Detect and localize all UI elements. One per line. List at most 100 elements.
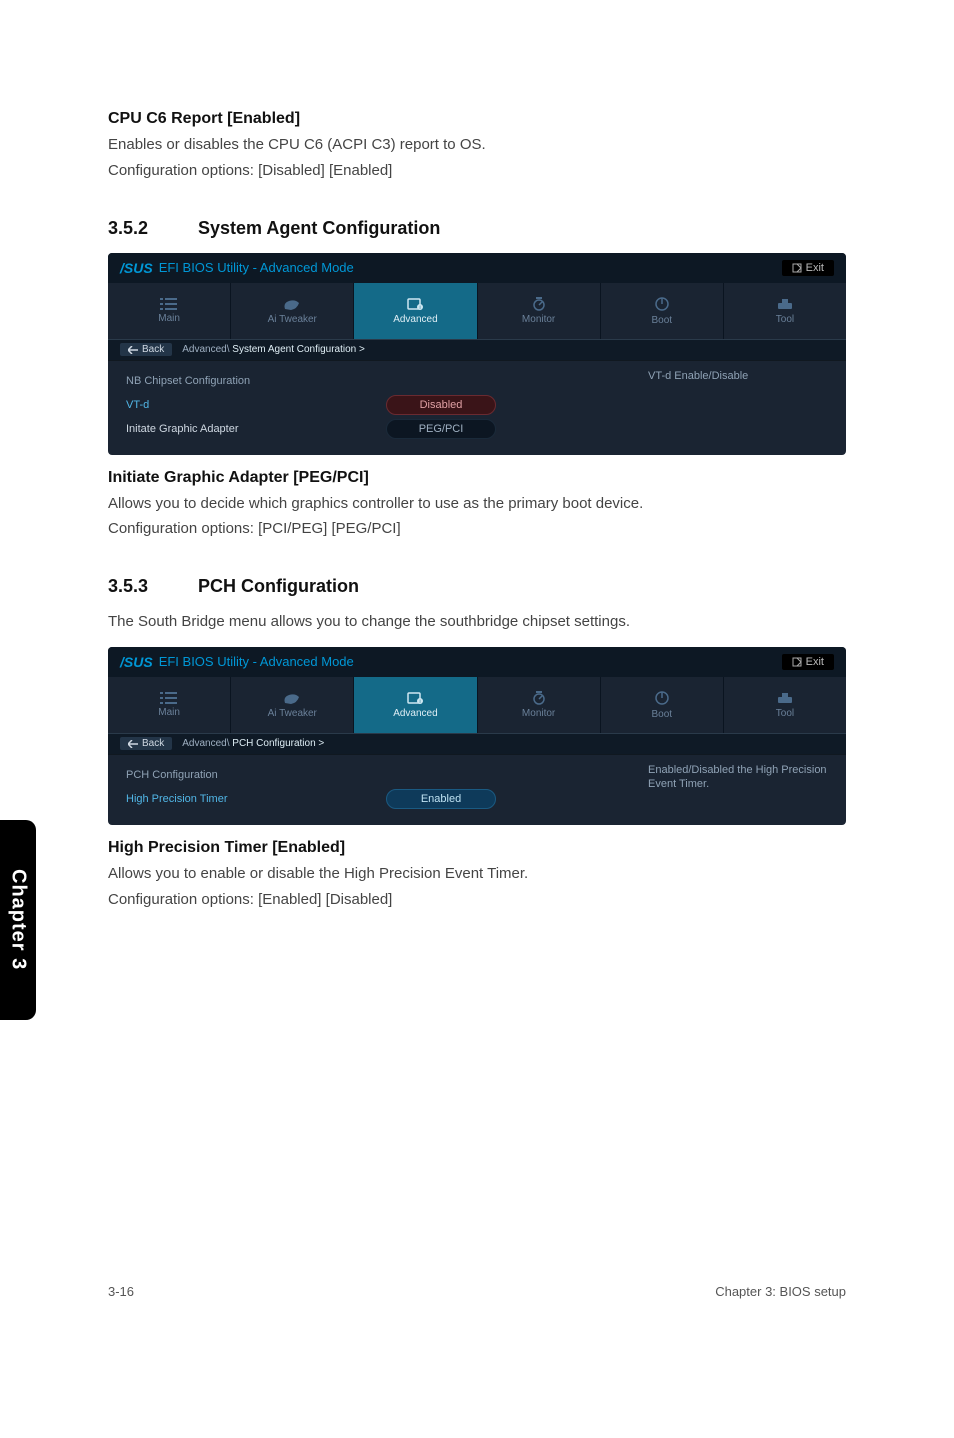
mouse-icon-2 [283, 691, 301, 705]
chapter-side-label: Chapter 3 [7, 869, 30, 970]
tab-tool[interactable]: Tool [724, 283, 846, 339]
cpu-c6-desc: Enables or disables the CPU C6 (ACPI C3)… [108, 134, 846, 156]
back-button-2[interactable]: Back [120, 737, 172, 750]
monitor-icon [530, 297, 548, 311]
tab-main-2[interactable]: Main [108, 677, 231, 733]
vtd-value[interactable]: Disabled [386, 395, 496, 415]
chapter-label: Chapter 3: BIOS setup [715, 1284, 846, 1299]
hpt-opts: Configuration options: [Enabled] [Disabl… [108, 889, 846, 911]
tab-main-label-2: Main [158, 707, 180, 718]
hpt-value[interactable]: Enabled [386, 789, 496, 809]
bios-left-pane-2: PCH Configuration High Precision Timer E… [108, 755, 636, 825]
tab-boot[interactable]: Boot [601, 283, 724, 339]
section-353: 3.5.3PCH Configuration [108, 576, 846, 597]
page-number: 3-16 [108, 1284, 134, 1299]
exit-button[interactable]: Exit [782, 260, 834, 276]
tab-boot-2[interactable]: Boot [601, 677, 724, 733]
crumb-current-2: PCH Configuration > [232, 738, 324, 749]
tab-ai-label-2: Ai Tweaker [268, 708, 317, 719]
exit-icon-2 [792, 657, 802, 667]
tab-ai-label: Ai Tweaker [268, 314, 317, 325]
tab-ai-tweaker[interactable]: Ai Tweaker [231, 283, 354, 339]
tab-advanced-label: Advanced [393, 314, 437, 325]
page-footer: 3-16 Chapter 3: BIOS setup [108, 1284, 846, 1299]
row-nb-chipset[interactable]: NB Chipset Configuration [126, 369, 626, 393]
svg-text:i: i [420, 305, 421, 311]
section-353-title: PCH Configuration [198, 576, 359, 596]
crumb-text-2: Advanced\ PCH Configuration > [182, 738, 324, 749]
initiate-value[interactable]: PEG/PCI [386, 419, 496, 439]
mouse-icon [283, 297, 301, 311]
tab-ai-tweaker-2[interactable]: Ai Tweaker [231, 677, 354, 733]
bios-title: EFI BIOS Utility - Advanced Mode [159, 260, 354, 275]
bios-tabs: Main Ai Tweaker i Advanced Monitor Boot … [108, 283, 846, 339]
list-icon-2 [160, 692, 178, 704]
tab-advanced-label-2: Advanced [393, 708, 437, 719]
row-pch-config[interactable]: PCH Configuration [126, 763, 626, 787]
cpu-c6-heading: CPU C6 Report [Enabled] [108, 110, 846, 128]
section-352-num: 3.5.2 [108, 218, 198, 239]
tab-tool-2[interactable]: Tool [724, 677, 846, 733]
chip-icon: i [406, 297, 424, 311]
bios-help-pane-2: Enabled/Disabled the High Precision Even… [636, 755, 846, 825]
row-hpt-label: High Precision Timer [126, 793, 386, 805]
bios-logo-2: /SUS [120, 654, 153, 670]
hpt-heading: High Precision Timer [Enabled] [108, 839, 846, 857]
bios-body: NB Chipset Configuration VT-d Disabled I… [108, 361, 846, 455]
bios-help-pane: VT-d Enable/Disable [636, 361, 846, 455]
row-initiate-label: Initate Graphic Adapter [126, 423, 386, 435]
list-icon [160, 298, 178, 310]
exit-label: Exit [806, 262, 824, 274]
cpu-c6-opts: Configuration options: [Disabled] [Enabl… [108, 160, 846, 182]
row-pch-label: PCH Configuration [126, 769, 386, 781]
back-button[interactable]: Back [120, 343, 172, 356]
back-arrow-icon [128, 346, 138, 354]
tab-monitor-2[interactable]: Monitor [478, 677, 601, 733]
exit-label-2: Exit [806, 656, 824, 668]
tab-advanced[interactable]: i Advanced [354, 283, 477, 339]
row-vtd[interactable]: VT-d Disabled [126, 393, 626, 417]
back-label: Back [142, 344, 164, 355]
power-icon [654, 296, 670, 312]
svg-text:i: i [420, 699, 421, 705]
bios-logo: /SUS [120, 260, 153, 276]
bios-left-pane: NB Chipset Configuration VT-d Disabled I… [108, 361, 636, 455]
exit-button-2[interactable]: Exit [782, 654, 834, 670]
iga-desc: Allows you to decide which graphics cont… [108, 493, 846, 515]
back-arrow-icon-2 [128, 740, 138, 748]
row-nb-chipset-label: NB Chipset Configuration [126, 375, 386, 387]
hpt-desc: Allows you to enable or disable the High… [108, 863, 846, 885]
crumb-current: System Agent Configuration > [232, 344, 365, 355]
bios-tabs-2: Main Ai Tweaker i Advanced Monitor Boot … [108, 677, 846, 733]
row-high-precision[interactable]: High Precision Timer Enabled [126, 787, 626, 811]
tool-icon-2 [776, 691, 794, 705]
bios-body-2: PCH Configuration High Precision Timer E… [108, 755, 846, 825]
tab-monitor-label: Monitor [522, 314, 555, 325]
tab-tool-label-2: Tool [776, 708, 794, 719]
tab-boot-label-2: Boot [651, 709, 672, 720]
bios-panel-system-agent: /SUS EFI BIOS Utility - Advanced Mode Ex… [108, 253, 846, 455]
tab-boot-label: Boot [651, 315, 672, 326]
iga-heading: Initiate Graphic Adapter [PEG/PCI] [108, 469, 846, 487]
row-initiate-graphic[interactable]: Initate Graphic Adapter PEG/PCI [126, 417, 626, 441]
power-icon-2 [654, 690, 670, 706]
bios-titlebar: /SUS EFI BIOS Utility - Advanced Mode Ex… [108, 253, 846, 283]
crumb-prefix: Advanced\ [182, 344, 232, 355]
crumb-text: Advanced\ System Agent Configuration > [182, 344, 365, 355]
tab-main[interactable]: Main [108, 283, 231, 339]
pch-intro: The South Bridge menu allows you to chan… [108, 611, 846, 633]
bios-title-2: EFI BIOS Utility - Advanced Mode [159, 654, 354, 669]
section-352-title: System Agent Configuration [198, 218, 440, 238]
breadcrumb: Back Advanced\ System Agent Configuratio… [108, 339, 846, 361]
section-353-num: 3.5.3 [108, 576, 198, 597]
tab-monitor[interactable]: Monitor [478, 283, 601, 339]
tab-monitor-label-2: Monitor [522, 708, 555, 719]
breadcrumb-2: Back Advanced\ PCH Configuration > [108, 733, 846, 755]
back-label-2: Back [142, 738, 164, 749]
chapter-side-tab: Chapter 3 [0, 820, 36, 1020]
monitor-icon-2 [530, 691, 548, 705]
chip-icon-2: i [406, 691, 424, 705]
iga-opts: Configuration options: [PCI/PEG] [PEG/PC… [108, 518, 846, 540]
crumb-prefix-2: Advanced\ [182, 738, 232, 749]
tab-advanced-2[interactable]: i Advanced [354, 677, 477, 733]
